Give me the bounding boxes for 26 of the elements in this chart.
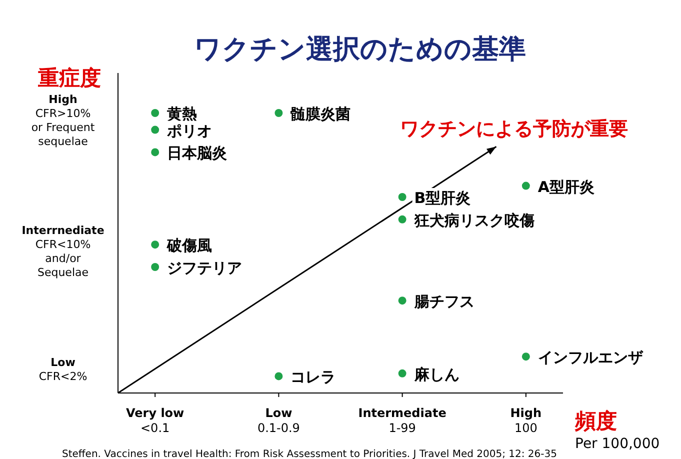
x-tick-label: Low 0.1-0.9 xyxy=(257,406,300,435)
x-tick-label: Very low <0.1 xyxy=(126,406,184,435)
annotation: インフルエンザ xyxy=(538,348,644,367)
text: Per 100,000 xyxy=(575,436,660,452)
annotation: 髄膜炎菌 xyxy=(290,105,351,123)
x-axis-title: 頻度 xyxy=(574,409,617,433)
x-tick-label: Intermediate 1-99 xyxy=(358,406,446,435)
text: High CFR>10% or Frequent sequelae xyxy=(31,93,96,148)
annotation: ポリオ xyxy=(166,122,212,140)
annotation: コレラ xyxy=(290,368,336,386)
annotation: ワクチンによる予防が重要 xyxy=(400,118,628,140)
annotation: 狂犬病リスク咬傷 xyxy=(413,211,534,230)
chart-title: ワクチン選択のための基準 xyxy=(194,34,526,65)
text: Steffen. Vaccines in travel Health: From Risk Assessment to Priorities. J Travel Med 2005; 12: 26-35 xyxy=(62,449,557,459)
annotation: A型肝炎 xyxy=(538,178,595,196)
text: Interrnediate CFR<10% and/or Sequelae xyxy=(22,224,104,279)
annotation: ジフテリア xyxy=(167,259,242,277)
annotation: 黄熱 xyxy=(166,105,198,123)
annotation: B型肝炎 xyxy=(414,189,471,207)
annotation: 麻しん xyxy=(413,365,460,384)
annotation: 腸チフス xyxy=(413,292,474,311)
annotation: 日本脳炎 xyxy=(167,144,228,162)
y-axis-title: 重症度 xyxy=(37,66,101,90)
x-tick-label: High 100 xyxy=(510,406,542,435)
text: Low CFR<2% xyxy=(38,356,88,383)
annotation: 破傷風 xyxy=(166,236,212,255)
